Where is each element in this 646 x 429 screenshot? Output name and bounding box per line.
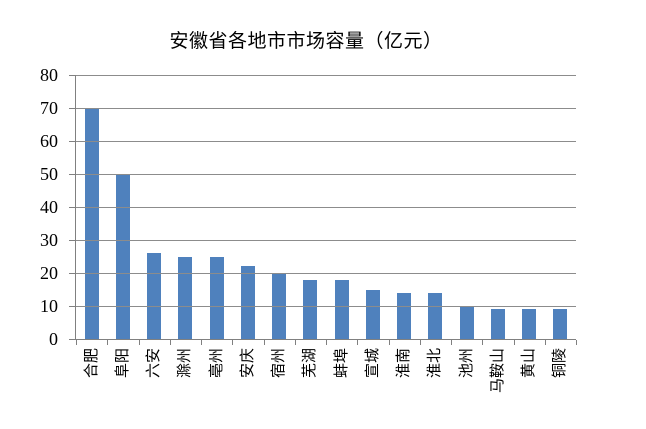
x-tick-label: 马鞍山	[489, 348, 506, 394]
bar	[365, 289, 380, 339]
bar	[397, 292, 412, 339]
x-axis-tick	[357, 340, 359, 345]
category-cell: 淮北	[420, 75, 451, 378]
bar	[303, 279, 318, 339]
bar	[209, 256, 224, 339]
x-axis-tick	[263, 340, 265, 345]
bar	[490, 309, 505, 339]
x-tick-label: 六安	[146, 348, 163, 379]
category-cell: 铜陵	[545, 75, 576, 378]
x-axis-tick	[388, 340, 390, 345]
gridline	[76, 108, 576, 109]
x-tick-label: 芜湖	[302, 348, 319, 379]
category-cell: 池州	[451, 75, 482, 378]
category-cell: 亳州	[201, 75, 232, 378]
category-cell: 安庆	[232, 75, 263, 378]
x-axis-tick	[419, 340, 421, 345]
x-axis-tick	[169, 340, 171, 345]
gridline	[76, 207, 576, 208]
x-axis-tick	[451, 340, 452, 345]
bar	[115, 174, 130, 339]
category-cell: 淮南	[389, 75, 420, 378]
x-tick-label: 宣城	[364, 348, 381, 379]
category-cell: 六安	[139, 75, 170, 378]
x-axis-tick	[107, 340, 109, 345]
bar	[147, 253, 162, 339]
x-axis-tick	[576, 340, 577, 345]
category-cell: 芜湖	[295, 75, 326, 378]
x-tick-label: 黄山	[521, 348, 538, 379]
category-cell: 阜阳	[107, 75, 138, 378]
x-tick-label: 阜阳	[114, 348, 131, 379]
y-axis-tick	[69, 75, 76, 76]
x-axis-tick	[201, 340, 202, 345]
bar	[428, 292, 443, 339]
y-tick-label: 10	[40, 296, 58, 316]
y-tick-label: 30	[40, 230, 58, 250]
y-axis-tick	[69, 240, 76, 241]
category-cell: 马鞍山	[482, 75, 513, 393]
x-tick-label: 安庆	[239, 348, 256, 379]
x-axis-tick	[76, 340, 77, 345]
x-tick-label: 淮南	[396, 348, 413, 379]
chart-title: 安徽省各地市市场容量（亿元）	[169, 31, 443, 52]
y-axis-tick	[69, 207, 76, 208]
x-axis-tick	[513, 340, 515, 345]
bar	[553, 309, 568, 339]
gridline	[76, 174, 576, 175]
y-axis-tick	[69, 174, 76, 175]
category-cell: 合肥	[76, 75, 107, 378]
y-tick-label: 50	[40, 164, 58, 184]
x-tick-label: 滁州	[177, 348, 194, 379]
category-cell: 宣城	[357, 75, 388, 378]
y-axis-tick	[69, 141, 76, 142]
y-tick-label: 20	[40, 263, 58, 283]
bar	[178, 256, 193, 339]
y-axis-tick	[69, 306, 76, 307]
plot-area: 合肥 阜阳 六安 滁州 亳州 安庆 宿州 芜湖 蚌埠 宣城 淮南 淮北 池州 马鞍山 黄山 铜陵	[69, 75, 577, 393]
category-cell: 蚌埠	[326, 75, 357, 378]
x-tick-label: 合肥	[83, 348, 100, 379]
x-axis-tick	[232, 340, 234, 345]
y-tick-label: 70	[40, 98, 58, 118]
bar	[459, 306, 474, 339]
x-tick-label: 淮北	[427, 348, 444, 379]
y-tick-label: 40	[40, 197, 58, 217]
x-tick-label: 宿州	[271, 348, 288, 379]
x-axis-tick	[482, 340, 484, 345]
y-axis-tick	[69, 273, 76, 274]
bar	[84, 108, 99, 339]
gridline	[76, 141, 576, 142]
category-cell: 滁州	[170, 75, 201, 378]
category-cell: 黄山	[514, 75, 545, 378]
y-axis-labels: 0 10 20 30 40 50 60 70 80	[0, 66, 75, 348]
gridline	[76, 306, 576, 307]
x-axis-tick	[294, 340, 296, 345]
y-tick-label: 60	[40, 131, 58, 151]
x-axis-tick	[138, 340, 140, 345]
x-tick-label: 蚌埠	[333, 348, 350, 379]
x-tick-label: 亳州	[208, 348, 225, 379]
x-tick-label: 铜陵	[552, 348, 569, 379]
y-tick-label: 80	[40, 65, 58, 85]
x-axis-tick	[544, 340, 546, 345]
bar	[522, 309, 537, 339]
y-axis-tick	[69, 108, 76, 109]
gridline	[76, 273, 576, 274]
y-tick-label: 0	[49, 329, 58, 349]
bar	[240, 266, 255, 339]
x-axis-tick	[326, 340, 327, 345]
y-axis-tick	[69, 339, 76, 340]
x-tick-label: 池州	[458, 348, 475, 379]
gridline	[76, 240, 576, 241]
bar	[334, 279, 349, 339]
gridline	[76, 75, 576, 76]
